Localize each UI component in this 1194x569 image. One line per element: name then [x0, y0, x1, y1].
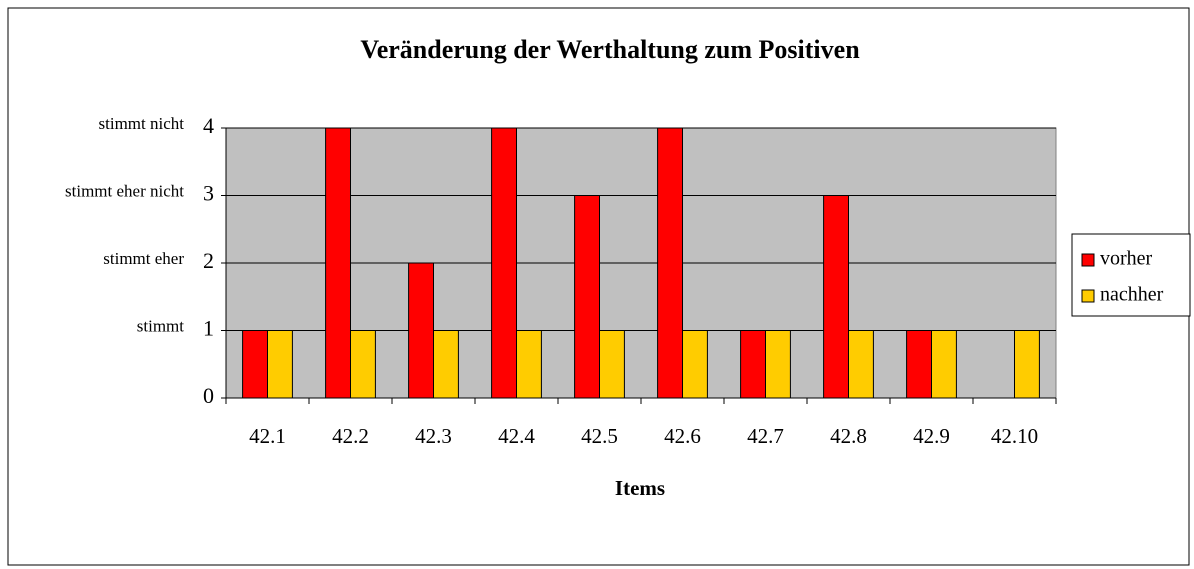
bar: [848, 330, 874, 399]
x-tick-label: 42.1: [249, 424, 286, 448]
bar: [1014, 330, 1040, 399]
x-tick-label: 42.7: [747, 424, 784, 448]
bar: [931, 330, 957, 399]
bar: [657, 127, 683, 399]
y-tick-label: 4: [203, 113, 214, 138]
bar: [325, 127, 352, 399]
y-tick-label: 3: [203, 181, 214, 206]
legend-label: vorher: [1100, 248, 1153, 270]
bar: [574, 195, 600, 399]
y-tick-description: stimmt eher nicht: [65, 181, 184, 200]
bar: [491, 127, 518, 399]
y-tick-description: stimmt: [137, 316, 185, 335]
x-tick-label: 42.3: [415, 424, 452, 448]
legend-swatch: [1081, 289, 1095, 303]
x-tick-label: 42.5: [581, 424, 618, 448]
bar: [242, 330, 269, 399]
y-tick-description: stimmt eher: [103, 249, 184, 268]
x-axis-label: Items: [615, 476, 665, 500]
x-tick-label: 42.10: [991, 424, 1038, 448]
bar: [740, 330, 766, 399]
x-tick-label: 42.4: [498, 424, 535, 448]
y-tick-label: 2: [203, 248, 214, 273]
bar: [350, 330, 376, 399]
legend-label: nachher: [1100, 284, 1164, 306]
chart-title: Veränderung der Werthaltung zum Positive…: [360, 35, 860, 64]
x-tick-label: 42.9: [913, 424, 950, 448]
bar: [906, 330, 932, 399]
bar: [765, 330, 791, 399]
y-tick-description: stimmt nicht: [99, 114, 185, 133]
bar: [408, 262, 435, 399]
bar: [682, 330, 708, 399]
bar: [823, 195, 849, 399]
bar: [599, 330, 625, 399]
bar: [516, 330, 542, 399]
x-tick-label: 42.2: [332, 424, 369, 448]
bar: [267, 330, 293, 399]
x-tick-label: 42.8: [830, 424, 867, 448]
y-tick-label: 0: [203, 383, 214, 408]
legend-swatch: [1081, 253, 1095, 267]
y-tick-label: 1: [203, 316, 214, 341]
x-tick-label: 42.6: [664, 424, 701, 448]
bar: [433, 330, 459, 399]
